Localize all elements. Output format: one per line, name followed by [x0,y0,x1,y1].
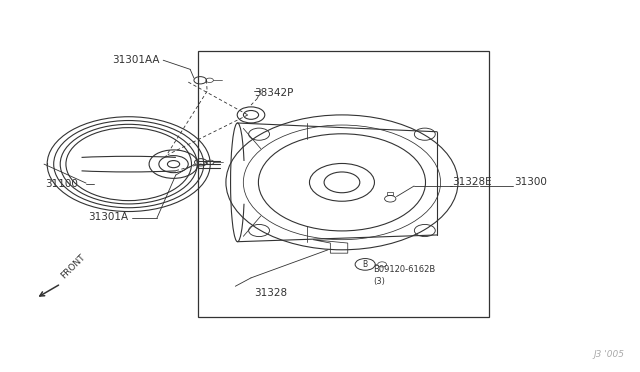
Text: B: B [363,260,368,269]
Circle shape [355,259,375,270]
Text: 31301A: 31301A [88,212,129,222]
Text: J3 '005: J3 '005 [593,350,624,359]
Text: 31300: 31300 [515,177,547,187]
Text: B09120-6162B
(3): B09120-6162B (3) [373,265,436,286]
Bar [387,192,394,195]
Text: 38342P: 38342P [254,88,294,98]
Text: 31328: 31328 [254,288,287,298]
Text: 31328E: 31328E [452,177,492,187]
Bar [198,51,490,317]
Text: FRONT: FRONT [60,253,88,281]
Text: 31100: 31100 [45,179,79,189]
Text: 31301AA: 31301AA [113,55,160,65]
